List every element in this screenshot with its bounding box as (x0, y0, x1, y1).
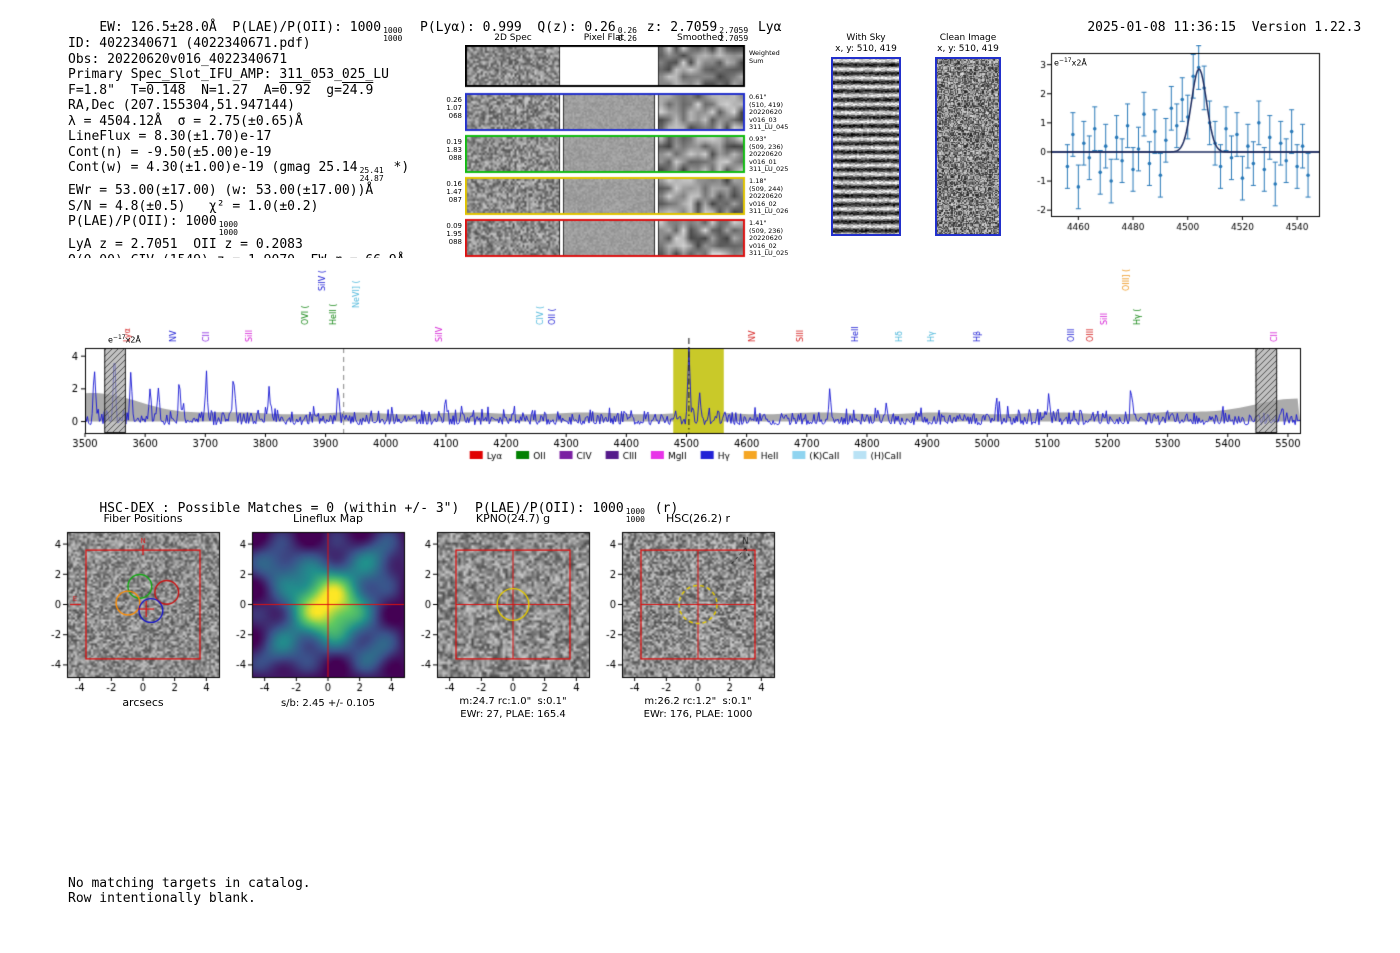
object-id: ID: 4022340671 (4022340671.pdf) (68, 36, 311, 51)
clean-image (935, 57, 1001, 236)
summary-line: EW: 126.5±28.0Å P(LAE)/P(OII): 1000 1000 1… (68, 4, 781, 58)
hsc-title: HSC(26.2) r (665, 512, 731, 525)
datetime-version: 2025-01-08 11:36:15 Version 1.22.3 (1056, 4, 1361, 51)
lineflux-map-panel (225, 525, 437, 703)
col-header-smoothed: Smoothed (677, 33, 723, 43)
row3-right-labels: 1.18" (509, 244) 20220620 v016_02 311_LU_026 (749, 177, 789, 215)
row1-left-labels: 0.26 1.07 068 (446, 96, 462, 120)
fiber-x-axis-label: arcsecs (122, 696, 164, 709)
withsky-coords: x, y: 510, 419 (835, 44, 897, 54)
plya-value: P(Lyα): 0.999 (404, 19, 538, 35)
kpno-title: KPNO(24.7) g (475, 512, 551, 525)
hsc-ewr-caption: EWr: 176, PLAE: 1000 (643, 709, 753, 720)
continuum-w: Cont(w) = 4.30(±1.00)e-19 (gmag 25.14 25.… (68, 160, 410, 183)
col-header-2dspec: 2D Spec (494, 33, 532, 43)
z-line-type: Lyα (750, 19, 782, 35)
weighted-sum-label: Weighted Sum (749, 49, 780, 65)
withsky-image (831, 57, 901, 236)
ftna-line: F=1.8" T=0.148 N=1.27 A=0.92 g=24.9 (68, 82, 374, 98)
clean-coords: x, y: 510, 419 (937, 44, 999, 54)
withsky-title: With Sky (846, 33, 886, 43)
hsc-dex-line: HSC-DEX : Possible Matches = 0 (within +… (99, 500, 679, 524)
kpno-mag-caption: m:24.7 rc:1.0" s:0.1" (459, 696, 567, 707)
row1-right-labels: 0.61" (510, 419) 20220620 v016_03 311_LU_045 (749, 93, 789, 131)
object-info-block: ID: 4022340671 (4022340671.pdf) Obs: 202… (68, 36, 409, 268)
clean-title: Clean Image (939, 33, 997, 43)
footer-note-1: No matching targets in catalog. (68, 876, 311, 891)
lineflux-map-title: Lineflux Map (292, 512, 364, 525)
row3-left-labels: 0.16 1.47 087 (446, 180, 462, 204)
full-spectrum-plot (65, 258, 1323, 470)
spectrum-flux-units-label: e−17x2Å (108, 334, 141, 345)
kpno-ewr-caption: EWr: 27, PLAE: 165.4 (460, 709, 566, 720)
row4-left-labels: 0.09 1.95 088 (446, 222, 462, 246)
line-fit-zoom-plot (1035, 45, 1325, 240)
datetime: 2025-01-08 11:36:15 (1087, 19, 1237, 35)
hsc-mag-caption: m:26.2 rc:1.2" s:0.1" (644, 696, 752, 707)
plae-poii: P(LAE)/P(OII): 1000 1000 1000 (68, 214, 238, 237)
zoom-flux-units-label: e−17x2Å (1054, 57, 1087, 68)
cutout-grid-canvas (465, 45, 746, 258)
lineflux: LineFlux = 8.30(±1.70)e-17 (68, 129, 272, 144)
kpno-cutout-panel (410, 525, 622, 703)
col-header-pixelflat: Pixel Flat (583, 33, 625, 43)
qz-range: 0.26 0.26 (617, 25, 637, 43)
hsc-cutout-panel (595, 525, 807, 703)
row2-left-labels: 0.19 1.83 088 (446, 138, 462, 162)
observation-id: Obs: 20220620v016_4022340671 (68, 51, 288, 67)
plae-value: P(LAE)/P(OII): 1000 (232, 19, 382, 35)
plae-range: 1000 1000 (383, 25, 403, 43)
lineflux-sb-caption: s/b: 2.45 +/- 0.105 (280, 698, 376, 709)
row4-right-labels: 1.41" (509, 236) 20220620 v016_02 311_LU_025 (749, 219, 789, 257)
ew-value: EW: 126.5±28.0Å (99, 19, 233, 35)
version: Version 1.22.3 (1251, 19, 1362, 35)
ra-dec: RA,Dec (207.155304,51.947144) (68, 98, 295, 113)
wavelength-sigma: λ = 4504.12Å σ = 2.75(±0.65)Å (68, 113, 303, 129)
snr-chi2: S/N = 4.8(±0.5) χ² = 1.0(±0.2) (68, 198, 319, 214)
spec-slot: Primary Spec_Slot_IFU_AMP: 311_053_025_L… (68, 67, 389, 82)
redshift-solutions: LyA z = 2.7051 OII z = 0.2083 (68, 237, 303, 252)
continuum-n: Cont(n) = -9.50(±5.00)e-19 (68, 144, 272, 160)
fiber-positions-panel (40, 525, 252, 703)
equivalent-width: EWr = 53.00(±17.00) (w: 53.00(±17.00))Å (68, 183, 374, 198)
qz-value: Q(z): 0.26 (537, 19, 616, 35)
z-range: 2.7059 2.7059 (719, 25, 749, 43)
row2-right-labels: 0.93" (509, 236) 20220620 v016_01 311_LU_025 (749, 135, 789, 173)
z-value: z: 2.7059 (638, 19, 718, 35)
fiber-positions-title: Fiber Positions (103, 512, 183, 525)
footer-note-2: Row intentionally blank. (68, 891, 256, 906)
